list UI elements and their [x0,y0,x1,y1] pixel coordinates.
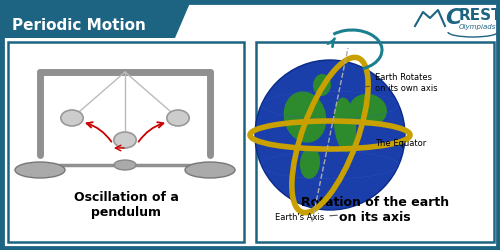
Ellipse shape [349,94,387,126]
Ellipse shape [185,162,235,178]
Circle shape [255,60,405,210]
FancyBboxPatch shape [3,3,497,247]
Ellipse shape [284,91,327,143]
Ellipse shape [167,110,189,126]
Ellipse shape [15,162,65,178]
Text: Rotation of the earth
on its axis: Rotation of the earth on its axis [301,196,449,224]
Ellipse shape [334,98,356,152]
Ellipse shape [313,74,331,96]
Ellipse shape [61,110,83,126]
Ellipse shape [114,160,136,170]
FancyBboxPatch shape [256,42,494,242]
Ellipse shape [300,147,320,179]
Text: Earth's Axis: Earth's Axis [275,214,337,222]
Polygon shape [3,3,190,38]
Text: REST: REST [459,8,500,22]
Text: C: C [445,8,462,28]
Text: Olympiads: Olympiads [459,24,496,30]
Text: Earth Rotates
on its own axis: Earth Rotates on its own axis [365,73,438,93]
FancyBboxPatch shape [8,42,244,242]
Text: The Equator: The Equator [375,138,426,147]
Text: Periodic Motion: Periodic Motion [12,18,146,34]
Ellipse shape [114,132,136,148]
Text: Oscillation of a
pendulum: Oscillation of a pendulum [74,191,178,219]
